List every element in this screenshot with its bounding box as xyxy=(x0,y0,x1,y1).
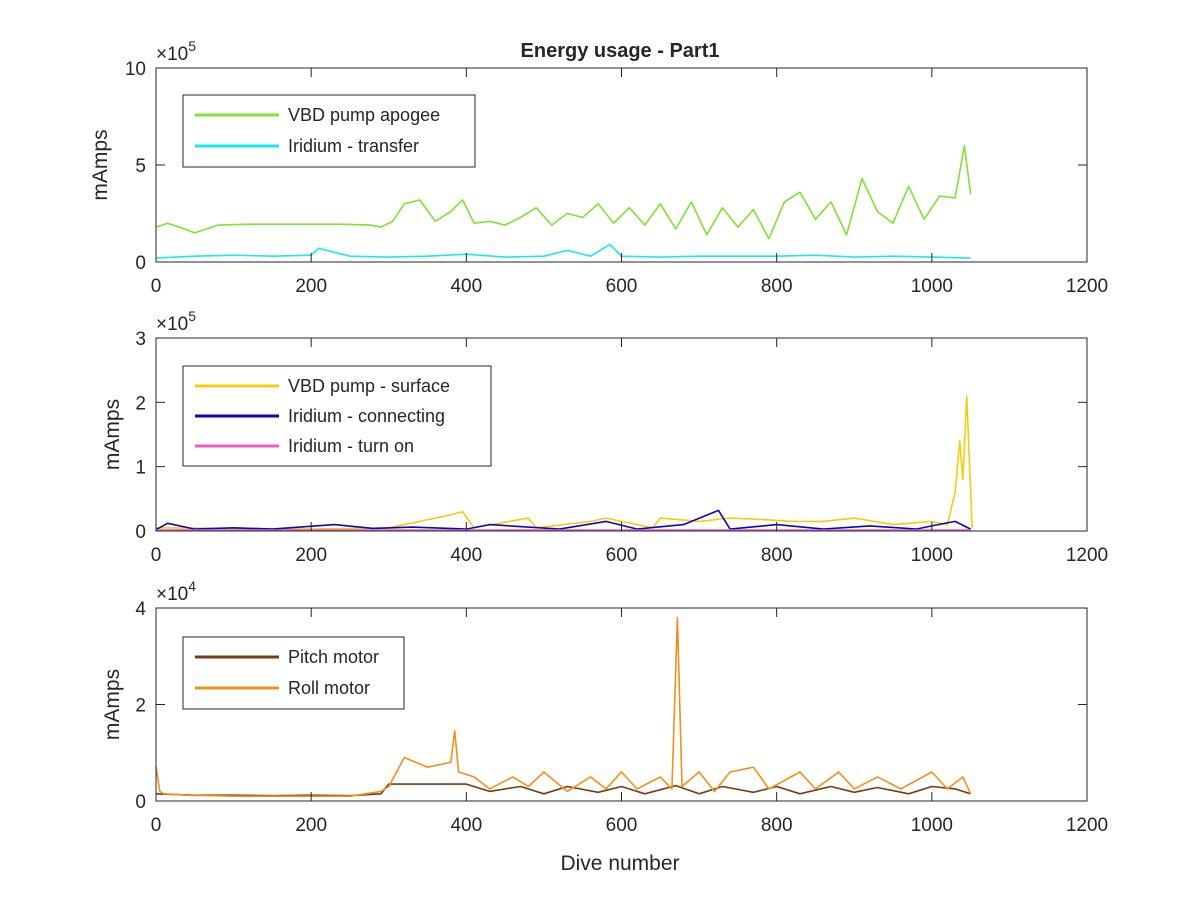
y-tick-label: 5 xyxy=(135,156,146,177)
legend-label: VBD pump apogee xyxy=(288,105,440,125)
x-tick-label: 1000 xyxy=(911,815,953,836)
x-tick-label: 600 xyxy=(606,276,638,297)
y-tick-label: 2 xyxy=(135,696,146,717)
x-tick-label: 800 xyxy=(761,276,793,297)
x-tick-label: 1000 xyxy=(911,276,953,297)
x-tick-label: 400 xyxy=(450,276,482,297)
x-tick-label: 1200 xyxy=(1066,815,1108,836)
x-tick-label: 0 xyxy=(151,815,162,836)
y-tick-label: 0 xyxy=(135,792,146,813)
x-tick-label: 200 xyxy=(295,545,327,566)
y-exponent-power: 4 xyxy=(188,578,196,594)
x-tick-label: 1200 xyxy=(1066,276,1108,297)
x-tick-label: 200 xyxy=(295,276,327,297)
y-tick-label: 1 xyxy=(135,458,146,479)
legend-label: Iridium - turn on xyxy=(288,436,414,456)
x-tick-label: 400 xyxy=(450,815,482,836)
y-axis-label: mAmps xyxy=(89,129,112,200)
y-axis-label: mAmps xyxy=(101,669,124,740)
x-tick-label: 600 xyxy=(606,545,638,566)
legend-label: Roll motor xyxy=(288,678,370,698)
x-tick-label: 400 xyxy=(450,545,482,566)
y-tick-label: 3 xyxy=(135,329,146,350)
series-line-1 xyxy=(155,395,973,530)
x-tick-label: 1000 xyxy=(911,545,953,566)
series-line-2 xyxy=(155,616,972,798)
x-tick-label: 0 xyxy=(151,276,162,297)
y-tick-label: 2 xyxy=(135,393,146,414)
x-tick-label: 800 xyxy=(761,815,793,836)
legend-label: VBD pump - surface xyxy=(288,376,450,396)
x-tick-label: 200 xyxy=(295,815,327,836)
x-tick-label: 800 xyxy=(761,545,793,566)
series-group xyxy=(155,616,972,798)
series-line-1 xyxy=(155,144,972,240)
legend-box xyxy=(182,636,405,710)
figure-title: Energy usage - Part1 xyxy=(521,40,720,62)
y-exponent-power: 5 xyxy=(188,38,196,54)
y-tick-label: 0 xyxy=(135,253,146,274)
y-tick-label: 10 xyxy=(125,59,146,80)
x-tick-label: 1200 xyxy=(1066,545,1108,566)
y-tick-label: 0 xyxy=(135,522,146,543)
x-tick-label: 600 xyxy=(606,815,638,836)
legend-label: Iridium - transfer xyxy=(288,136,419,156)
x-axis-label: Dive number xyxy=(560,852,679,875)
x-tick-label: 0 xyxy=(151,545,162,566)
y-axis-label: mAmps xyxy=(101,399,124,470)
y-exponent-power: 5 xyxy=(188,308,196,324)
legend: Pitch motor Roll motor xyxy=(182,636,405,710)
y-tick-label: 4 xyxy=(135,599,146,620)
legend: VBD pump apogee Iridium - transfer xyxy=(182,94,476,168)
series-line-2 xyxy=(155,509,971,531)
legend: VBD pump - surface Iridium - connecting Ir… xyxy=(182,365,492,467)
legend-label: Iridium - connecting xyxy=(288,406,445,426)
legend-box xyxy=(182,94,476,168)
legend-label: Pitch motor xyxy=(288,647,379,667)
